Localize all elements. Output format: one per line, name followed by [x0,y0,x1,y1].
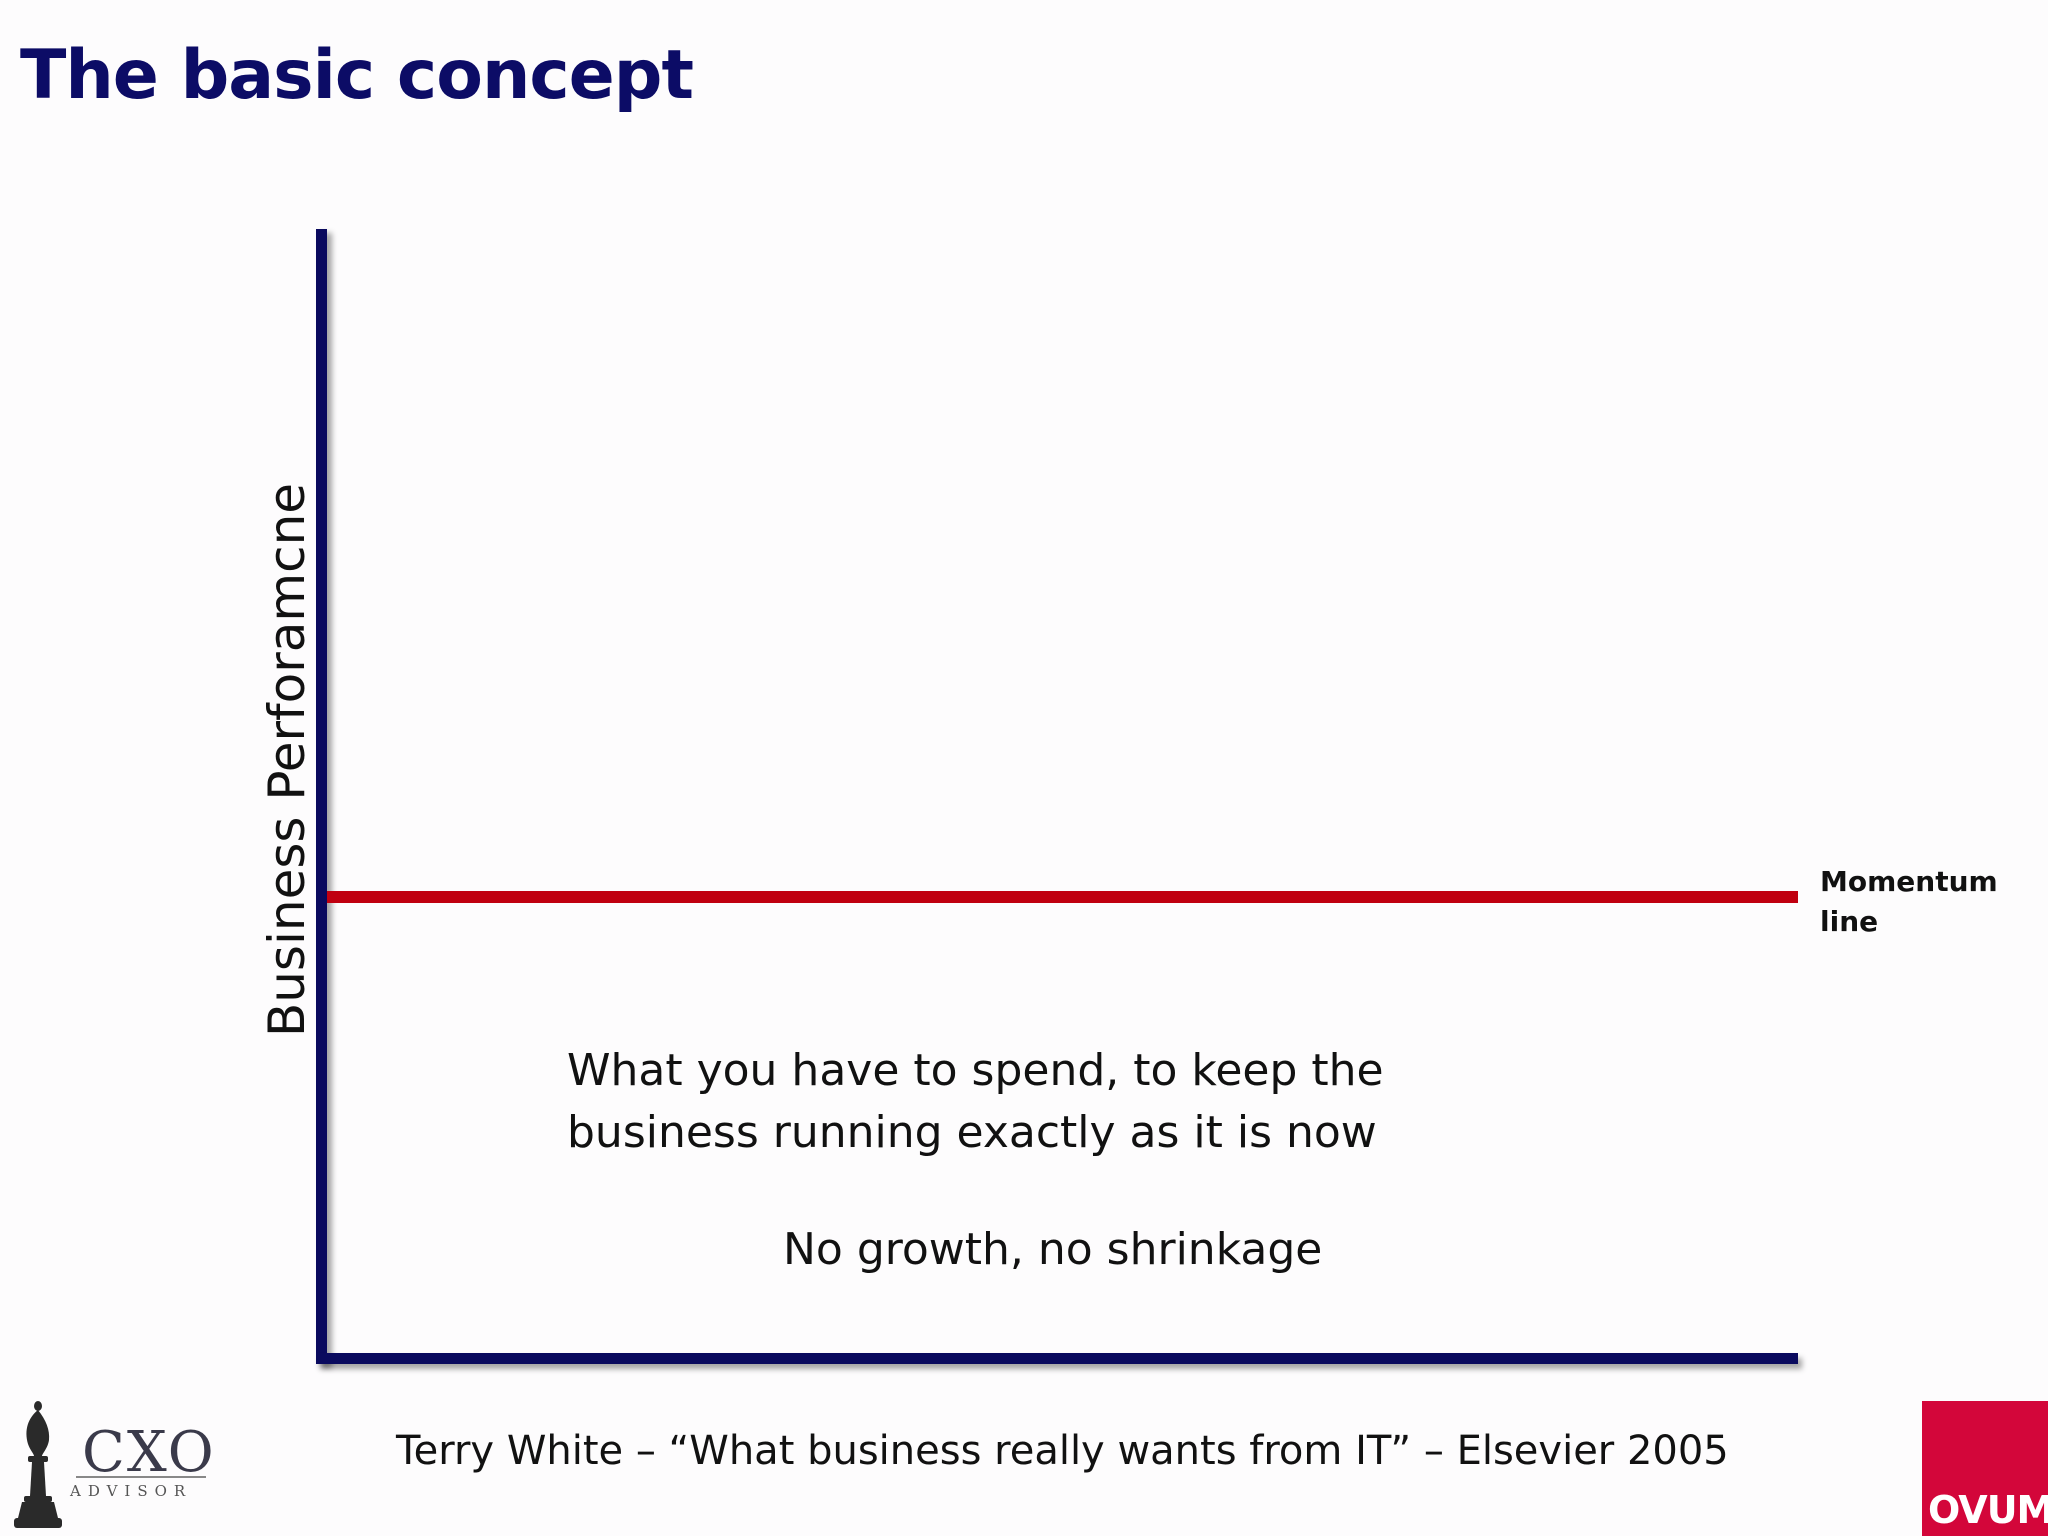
momentum-line [327,891,1798,903]
ovum-logo: OVUM [1922,1401,2048,1536]
slide-title: The basic concept [20,36,694,115]
momentum-label-line1: Momentum [1820,865,1998,898]
cxo-logo-subtext: ADVISOR [70,1482,193,1500]
cxo-bishop-icon [14,1401,206,1528]
momentum-label-line2: line [1820,905,1879,938]
description-line2: business running exactly as it is now [567,1107,1377,1158]
momentum-line-label: Momentum line [1820,862,1998,942]
y-axis-label: Business Perforamcne [258,482,316,1038]
citation: Terry White – “What business really want… [396,1428,1729,1474]
x-axis [316,1353,1798,1364]
description-line1: What you have to spend, to keep the [567,1045,1384,1096]
no-growth-text: No growth, no shrinkage [783,1224,1323,1275]
momentum-description: What you have to spend, to keep the busi… [567,1040,1384,1164]
cxo-logo-text: CXO [82,1420,216,1485]
y-axis [316,229,327,1364]
ovum-logo-text: OVUM [1928,1488,2048,1532]
